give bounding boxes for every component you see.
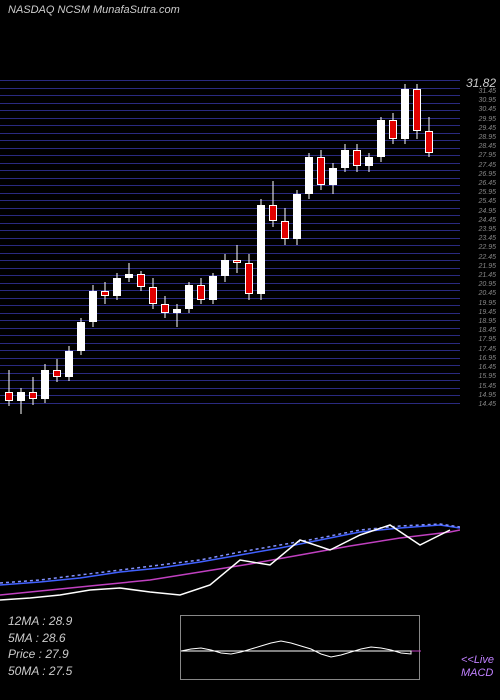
main-candlestick-chart: 31.82 31.4530.9530.4529.9529.4528.9528.4… — [0, 20, 500, 450]
macd-inset-panel — [180, 615, 420, 680]
ma-12-value: 12MA : 28.9 — [8, 613, 72, 630]
live-macd-label: <<Live MACD — [461, 654, 494, 680]
ma-values-footer: 12MA : 28.9 5MA : 28.6 Price : 27.9 50MA… — [8, 613, 72, 680]
price-value: Price : 27.9 — [8, 646, 72, 663]
macd-svg — [181, 616, 421, 681]
ma-50-value: 50MA : 27.5 — [8, 663, 72, 680]
chart-candles — [0, 20, 460, 450]
live-macd-line2: MACD — [461, 667, 494, 680]
ma-lines-svg — [0, 490, 460, 610]
chart-header: NASDAQ NCSM MunafaSutra.com — [8, 4, 180, 16]
y-axis-labels: 31.4530.9530.4529.9529.4528.9528.4527.95… — [460, 88, 496, 408]
indicator-panel — [0, 490, 500, 610]
ma-5-value: 5MA : 28.6 — [8, 630, 72, 647]
live-macd-line1: <<Live — [461, 654, 494, 667]
